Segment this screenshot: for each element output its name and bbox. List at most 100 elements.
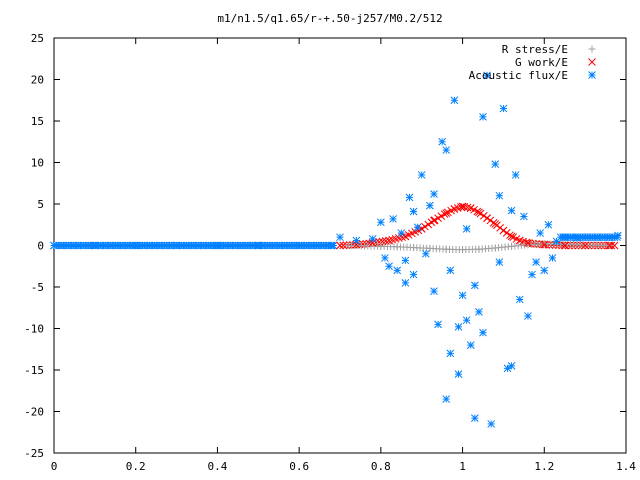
- g-work-point: [564, 241, 573, 250]
- acoustic-flux-point: [393, 266, 402, 275]
- g-work-point: [378, 237, 387, 246]
- r-stress-point: [491, 244, 499, 252]
- acoustic-flux-point: [401, 256, 410, 265]
- g-work-point: [486, 216, 495, 225]
- g-work-point: [450, 205, 459, 213]
- acoustic-flux-point: [544, 220, 553, 229]
- acoustic-flux-point: [511, 171, 520, 179]
- acoustic-flux-point: [417, 171, 426, 179]
- acoustic-flux-point: [466, 341, 475, 349]
- acoustic-flux-point: [368, 235, 377, 243]
- g-work-point: [581, 241, 589, 250]
- acoustic-flux-point: [434, 320, 442, 329]
- acoustic-flux-point: [454, 322, 463, 331]
- acoustic-flux-point: [515, 295, 524, 304]
- x-tick-label: 1: [459, 460, 466, 473]
- g-work-point: [479, 211, 488, 220]
- acoustic-flux-point: [446, 349, 455, 358]
- x-tick-label: 0.2: [126, 460, 146, 473]
- acoustic-flux-point: [483, 71, 491, 80]
- axes: 0 0.2 0.4 0.6 0.8 1 1.2 1.4 25 20 15 10 5 0 -5 -10 -15 -2…: [24, 32, 636, 473]
- g-work-point: [385, 236, 393, 245]
- g-work-point: [475, 208, 483, 217]
- acoustic-flux-point: [430, 287, 438, 296]
- acoustic-flux-point: [405, 193, 414, 202]
- acoustic-flux-point: [389, 215, 397, 223]
- g-work-point: [421, 222, 429, 231]
- acoustic-flux-point: [438, 137, 446, 146]
- r-stress-point: [393, 243, 401, 251]
- g-work-point: [561, 241, 570, 250]
- g-work-point: [524, 239, 532, 247]
- acoustic-flux-point: [213, 241, 222, 250]
- y-tick-label: -20: [24, 406, 44, 419]
- acoustic-flux-point: [413, 223, 422, 232]
- acoustic-flux-point: [524, 312, 532, 320]
- x-tick-label: 0.6: [289, 460, 309, 473]
- x-tick-label: 0.8: [371, 460, 391, 473]
- y-tick-label: -5: [31, 281, 44, 294]
- acoustic-flux-point: [581, 233, 589, 242]
- r-stress-point: [377, 242, 385, 250]
- legend-swatch-1: [588, 58, 596, 66]
- acoustic-flux-point: [442, 395, 451, 403]
- g-work-point: [491, 220, 500, 228]
- g-work-point: [466, 204, 475, 213]
- data-marks: [50, 71, 622, 428]
- y-tick-label: -15: [24, 364, 44, 377]
- g-work-point: [558, 241, 567, 250]
- acoustic-flux-point: [450, 96, 459, 105]
- acoustic-flux-point: [536, 229, 545, 237]
- r-stress-point: [410, 244, 418, 252]
- g-work-point: [499, 226, 508, 235]
- g-work-point: [375, 238, 384, 246]
- g-work-point: [460, 202, 469, 211]
- y-tick-label: 5: [37, 198, 44, 211]
- g-work-point: [349, 240, 357, 249]
- acoustic-flux-point: [540, 266, 549, 275]
- legend-swatch-0: [588, 45, 596, 53]
- acoustic-flux-point: [377, 218, 385, 227]
- acoustic-flux-point: [495, 191, 504, 200]
- y-tick-label: 0: [37, 240, 44, 253]
- acoustic-flux-point: [475, 308, 483, 316]
- r-stress-point: [344, 242, 352, 249]
- x-tick-label: 1.4: [616, 460, 636, 473]
- x-tick-label: 1.2: [534, 460, 554, 473]
- acoustic-flux-point: [131, 241, 140, 250]
- g-work-point: [442, 209, 451, 217]
- g-work-point: [571, 241, 580, 250]
- acoustic-flux-point: [520, 212, 528, 221]
- y-tick-label: 25: [31, 32, 44, 45]
- acoustic-flux-point: [552, 237, 561, 246]
- g-work-point: [483, 214, 491, 222]
- r-stress-point: [540, 240, 548, 248]
- g-work-point: [463, 203, 472, 212]
- acoustic-flux-point: [454, 370, 463, 379]
- acoustic-flux-point: [532, 258, 540, 266]
- acoustic-flux-point: [426, 201, 434, 210]
- acoustic-flux-point: [470, 281, 479, 290]
- g-work-point: [560, 241, 569, 250]
- acoustic-flux-point: [50, 241, 58, 250]
- g-work-point: [515, 236, 524, 245]
- acoustic-flux-point: [560, 233, 569, 242]
- g-work-point: [417, 225, 426, 233]
- r-stress-point: [442, 245, 450, 253]
- acoustic-flux-point: [295, 241, 303, 250]
- acoustic-flux-point: [327, 241, 336, 250]
- y-tick-label: 15: [31, 115, 44, 128]
- acoustic-flux-point: [352, 236, 361, 245]
- acoustic-flux-point: [470, 414, 479, 422]
- g-work-point: [430, 216, 438, 225]
- g-work-point: [540, 240, 549, 249]
- acoustic-flux-point: [495, 258, 504, 266]
- acoustic-flux-point: [401, 278, 410, 287]
- y-tick-label: 10: [31, 157, 44, 170]
- g-work-point: [568, 241, 576, 250]
- acoustic-flux-point: [430, 190, 438, 198]
- acoustic-flux-point: [458, 291, 467, 300]
- g-work-point: [574, 241, 583, 250]
- acoustic-flux-point: [479, 328, 487, 337]
- acoustic-flux-point: [385, 262, 393, 271]
